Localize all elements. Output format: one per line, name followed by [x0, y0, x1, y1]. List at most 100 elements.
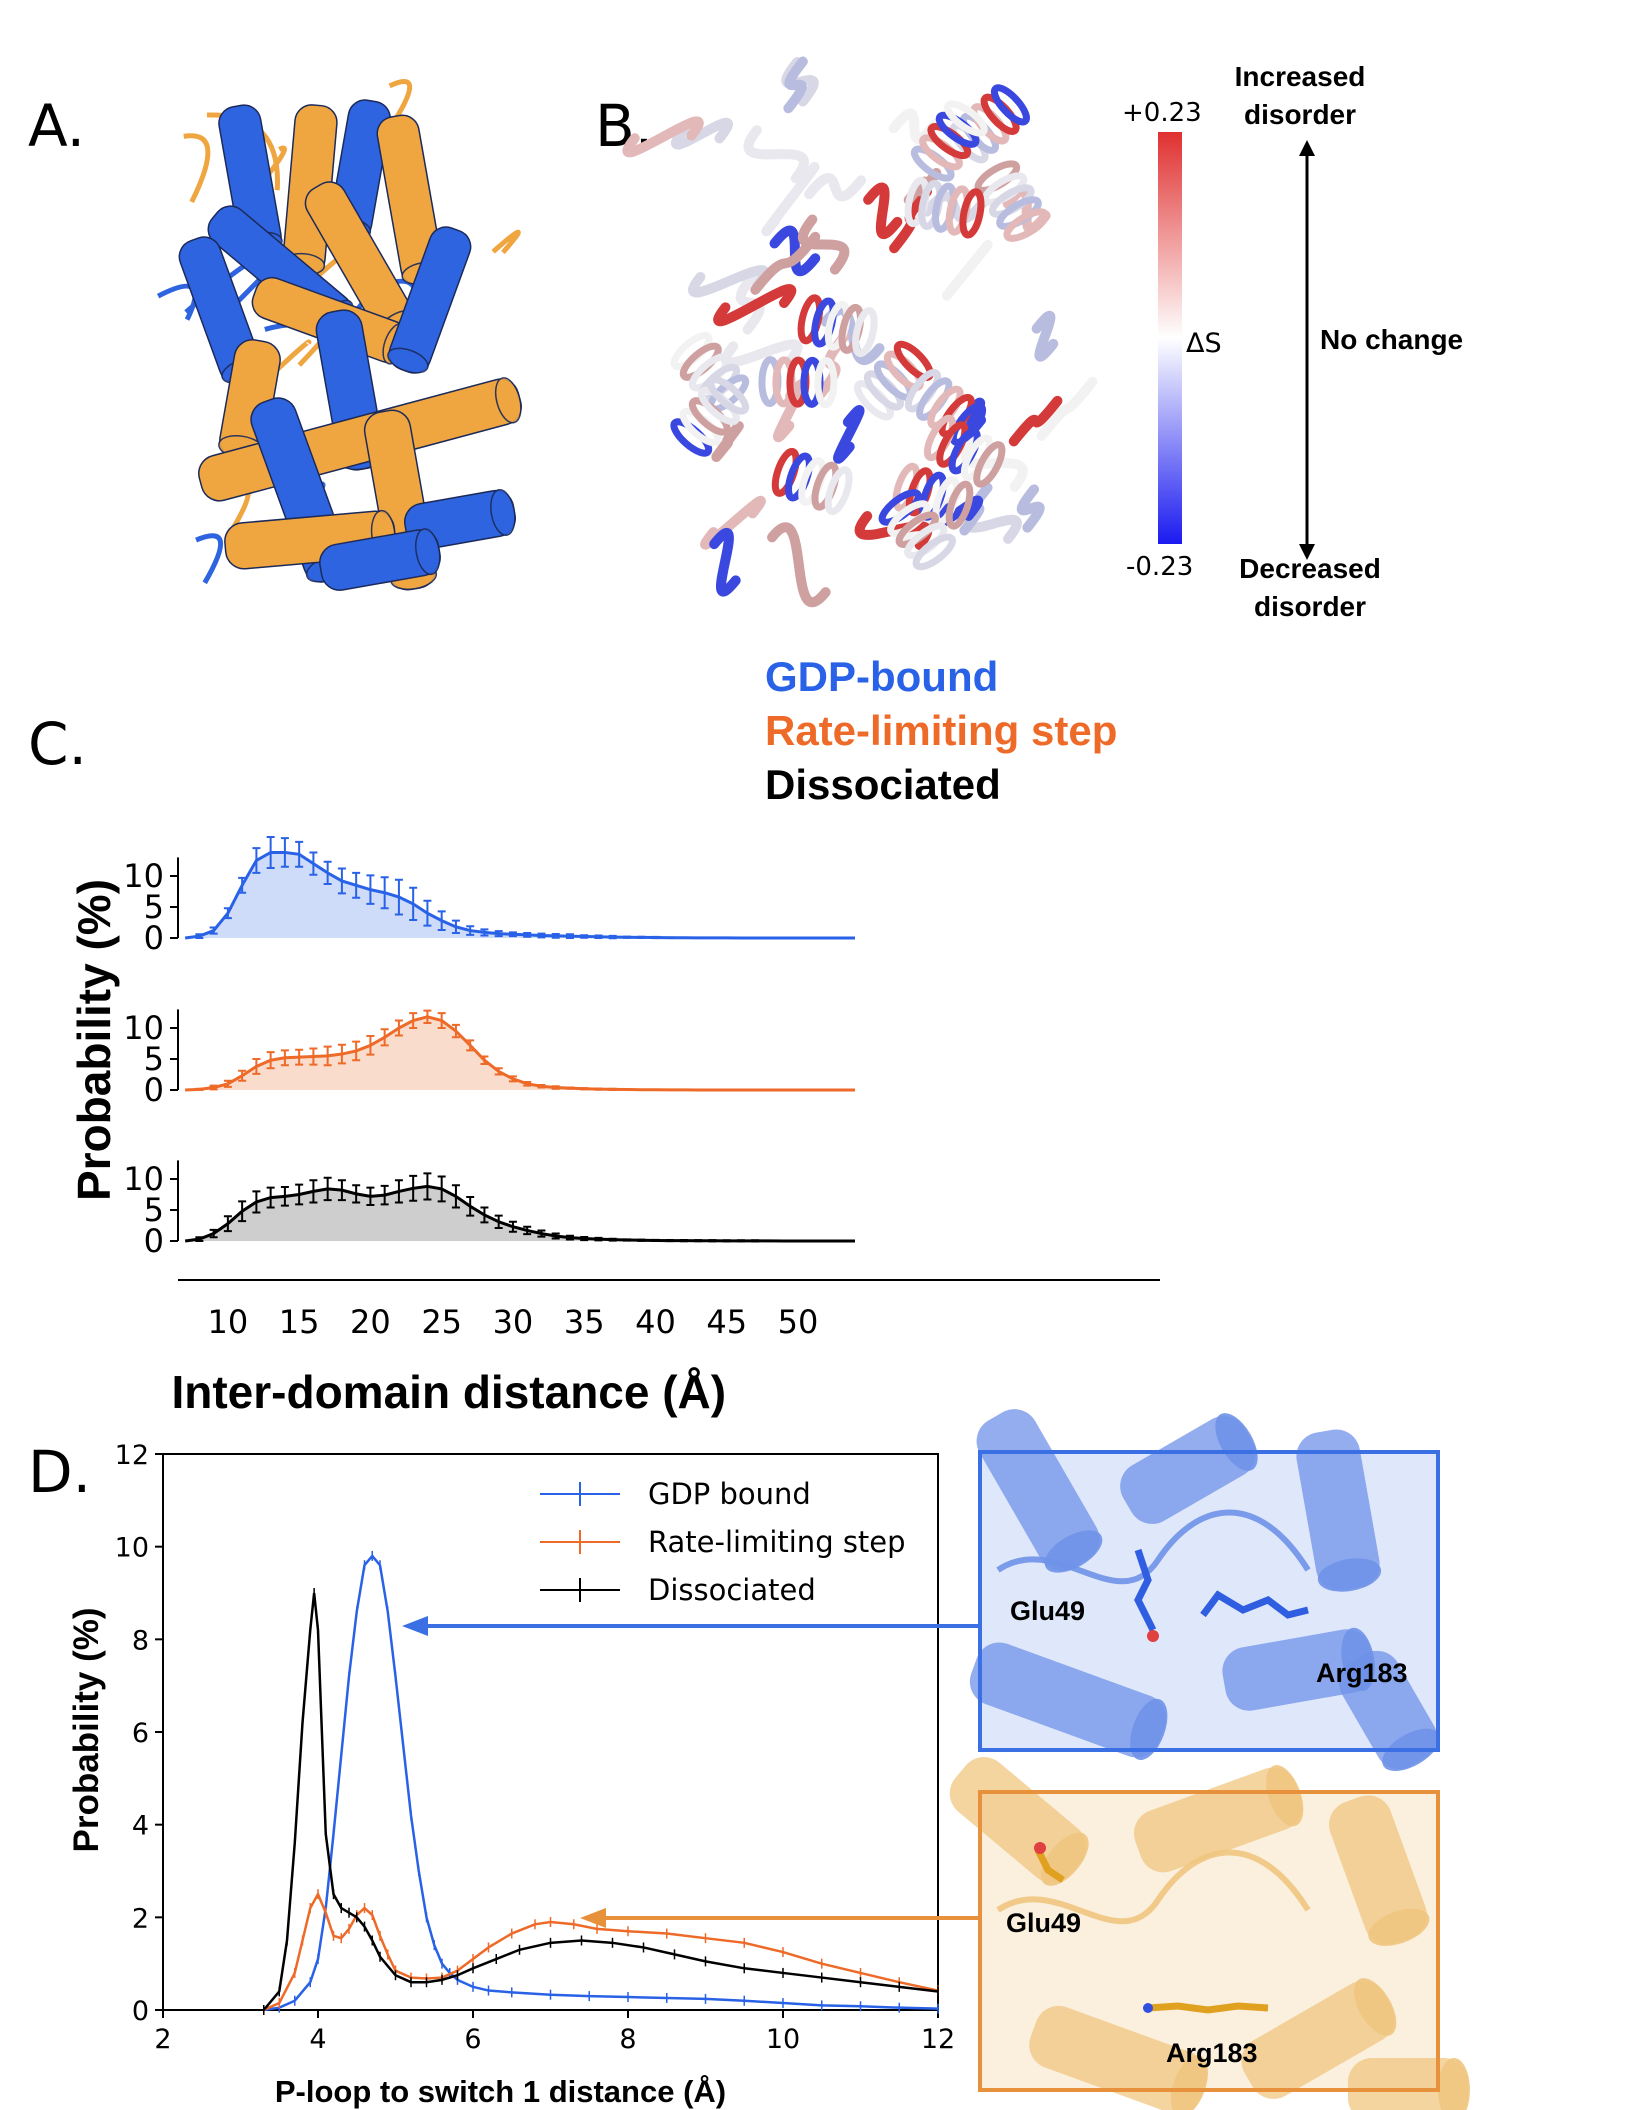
- ribbon-segment: [622, 116, 704, 158]
- x-axis-title-d: P-loop to switch 1 distance (Å): [275, 2074, 726, 2109]
- helix-turn: [912, 533, 956, 571]
- errorbar-gdp: [423, 899, 432, 927]
- errorbar-diss: [266, 1186, 275, 1209]
- legend-label-rate: Rate-limiting step: [648, 1525, 906, 1559]
- errorbar-diss: [551, 1232, 560, 1240]
- errorbar-rate: [352, 1040, 361, 1062]
- y-tick-label: 10: [123, 1009, 164, 1047]
- errorbar-rate: [580, 1087, 589, 1091]
- errorbar-diss: [309, 1179, 318, 1204]
- errorbar-diss: [622, 1238, 631, 1242]
- arg183-sticks: [1200, 1590, 1309, 1619]
- errorbar-diss: [352, 1184, 361, 1204]
- helix-turn: [944, 100, 988, 137]
- y-tick-label: 4: [132, 1811, 149, 1842]
- ribbon-segment: [1031, 310, 1059, 362]
- inset-helix-body: [969, 1642, 1167, 1758]
- x-tick-label: 35: [564, 1303, 605, 1341]
- inset-rate-limiting-structure: Glu49 Arg183: [949, 1757, 1470, 2110]
- legend-c-dissociated: Dissociated: [765, 761, 1001, 808]
- legend-label-gdp: GDP bound: [648, 1477, 811, 1511]
- errorbar-gdp: [409, 886, 418, 922]
- glu49-oxygen: [1034, 1842, 1046, 1854]
- helix-cap: [490, 488, 516, 536]
- helix-turn: [945, 480, 974, 530]
- errorbar-diss: [238, 1200, 247, 1223]
- residue-label-glu49: Glu49: [1006, 1908, 1081, 1938]
- inset-helix-cylinder: [1241, 1978, 1397, 2099]
- errorbar-rate: [480, 1055, 489, 1065]
- errorbar-rate: [608, 1087, 617, 1091]
- errorbar-diss: [523, 1225, 532, 1236]
- errorbar-gdp: [366, 874, 375, 905]
- inset-helix-body: [1241, 1981, 1395, 2099]
- inset-helix-body: [1329, 1795, 1427, 1945]
- errorbar-gdp: [451, 919, 460, 935]
- errorbar-diss: [223, 1215, 232, 1233]
- x-tick-label: 10: [208, 1303, 249, 1341]
- helix-turn: [852, 307, 878, 358]
- loop-coil: [195, 533, 223, 585]
- glu49-sticks: [1134, 1548, 1157, 1632]
- colorbar: [1158, 132, 1182, 544]
- errorbar-gdp: [280, 837, 289, 868]
- errorbar-gdp: [622, 935, 631, 939]
- errorbar-diss: [466, 1195, 475, 1217]
- protein-structure-overlay-a: [156, 79, 522, 591]
- errorbar-rate: [423, 1009, 432, 1025]
- x-axis-title-c: Inter-domain distance (Å): [171, 1366, 726, 1418]
- errorbar-gdp: [565, 933, 574, 939]
- errorbar-rate: [337, 1043, 346, 1065]
- helix-turn: [707, 376, 750, 415]
- inset-helix-cylinder: [1029, 2005, 1209, 2110]
- helix-cap: [387, 347, 429, 374]
- y-tick-label: 0: [144, 1071, 164, 1109]
- ribbon-segment: [1036, 376, 1098, 441]
- ribbon-segment: [863, 182, 903, 240]
- disorder-label-bottom: disorder: [1253, 591, 1367, 622]
- inset-helix-cylinder: [1329, 1795, 1430, 1946]
- helix-cylinder: [319, 528, 441, 591]
- errorbar-diss: [722, 1239, 731, 1243]
- helix-cylinder: [387, 226, 472, 374]
- errorbar-gdp: [651, 935, 660, 940]
- inset-helix-cap: [1317, 1558, 1382, 1592]
- errorbar-gdp: [266, 835, 275, 869]
- errorbar-gdp: [523, 932, 532, 938]
- y-axis-title-c: Probability (%): [68, 879, 120, 1201]
- errorbar-diss: [594, 1236, 603, 1242]
- errorbar-rate: [622, 1088, 631, 1091]
- helix-ribbon: [910, 100, 988, 182]
- errorbar-diss: [779, 1239, 788, 1243]
- errorbar-diss: [366, 1186, 375, 1207]
- ribbon-segment: [941, 239, 993, 301]
- increased-label: Increased: [1234, 61, 1366, 92]
- errorbar-rate: [252, 1058, 261, 1075]
- errorbar-diss: [494, 1214, 503, 1229]
- errorbar-diss: [637, 1238, 646, 1242]
- errorbar-diss: [280, 1186, 289, 1207]
- ribbon-segment: [709, 528, 741, 597]
- errorbar-rate: [523, 1080, 532, 1087]
- y-tick-label: 0: [144, 1222, 164, 1260]
- helix-ribbon: [797, 294, 878, 358]
- x-tick-label: 6: [464, 2024, 481, 2055]
- helix-turn: [814, 357, 838, 409]
- errorbar-diss: [409, 1174, 418, 1202]
- helix-ribbon: [974, 160, 1050, 242]
- arg183-sticks: [1147, 2002, 1269, 2014]
- inset-frame: [978, 1450, 1440, 1752]
- area-rate: [185, 1016, 855, 1090]
- errorbar-diss: [580, 1235, 589, 1242]
- errorbar-diss: [508, 1220, 517, 1233]
- loop-coil: [156, 283, 198, 321]
- errorbar-diss: [209, 1228, 218, 1239]
- helix-turn: [959, 188, 985, 239]
- inset-helix-cylinder: [969, 1642, 1168, 1760]
- helix-turn: [990, 84, 1030, 126]
- errorbar-diss: [480, 1206, 489, 1224]
- no-change-label: No change: [1320, 324, 1464, 355]
- x-tick-label: 15: [279, 1303, 320, 1341]
- ribbon-segment: [743, 125, 809, 184]
